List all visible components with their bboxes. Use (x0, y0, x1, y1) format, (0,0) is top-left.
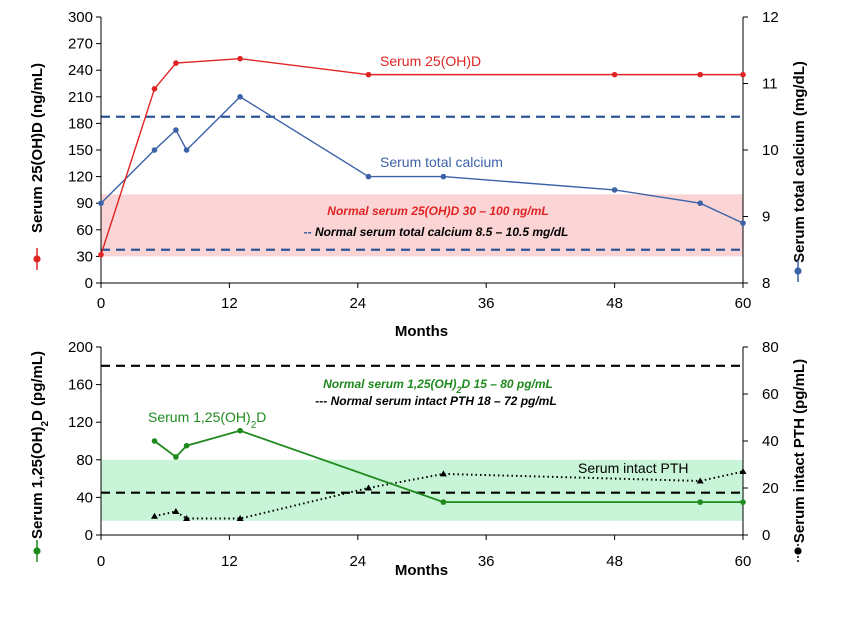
point-25ohd (173, 60, 179, 66)
point-25ohd (151, 86, 158, 92)
note-normal-calcium: -- Normal serum total calcium 8.5 – 10.5… (304, 225, 569, 239)
point-125ohd (740, 499, 746, 505)
point-calcium (440, 173, 447, 180)
point-pth (172, 508, 180, 514)
y-tick-label-right: 0 (762, 527, 770, 544)
y-tick-label-left: 0 (85, 527, 93, 544)
point-calcium (98, 200, 104, 206)
y-tick-label-left: 0 (85, 275, 93, 292)
point-25ohd (98, 251, 104, 258)
x-tick-label: 36 (478, 295, 495, 312)
point-pth (439, 470, 447, 477)
x-tick-label: 24 (349, 553, 366, 570)
series-label-pth: Serum intact PTH (578, 460, 688, 476)
point-25ohd (611, 71, 618, 78)
point-pth (365, 484, 372, 491)
series-label-calcium: Serum total calcium (380, 154, 503, 170)
x-tick-label: 36 (478, 553, 495, 570)
y-tick-label-left: 30 (76, 248, 93, 265)
point-calcium (173, 127, 179, 133)
point-calcium (237, 94, 243, 100)
y-tick-label-left: 210 (68, 89, 93, 106)
x-tick-label: 12 (221, 553, 238, 570)
x-tick-label: 0 (97, 295, 105, 312)
point-pth (151, 512, 158, 519)
point-pth (696, 477, 704, 484)
point-25ohd (365, 71, 372, 78)
y-axis-title-left: Serum 25(OH)D (ng/mL) (29, 63, 46, 233)
x-tick-label: 48 (606, 553, 623, 570)
panel-bottom: 0 40 80 120 160 200 0 20 40 60 80 0 12 24 36 48 60 Months… (29, 339, 808, 579)
y-tick-label-right: 11 (762, 76, 778, 93)
x-tick-label: 0 (97, 553, 105, 570)
x-tick-label: 24 (349, 295, 366, 312)
point-calcium (365, 173, 372, 180)
legend-marker-pth (794, 547, 802, 555)
x-tick-label: 60 (735, 553, 752, 570)
y-tick-label-left: 60 (76, 222, 93, 239)
x-tick-label: 60 (735, 295, 752, 312)
point-25ohd (237, 55, 243, 62)
series-label-125ohd: Serum 1,25(OH)2D (148, 409, 266, 431)
point-calcium (740, 220, 746, 226)
point-125ohd (237, 427, 243, 434)
point-25ohd (697, 71, 703, 78)
y-tick-label-left: 90 (76, 195, 93, 212)
normal-band-25ohd (101, 194, 743, 257)
point-calcium (151, 147, 158, 153)
y-axis-title-right: Serum intact PTH (pg/mL) (791, 359, 808, 543)
series-line-pth (154, 470, 744, 520)
y-tick-label-left: 180 (68, 115, 93, 132)
y-tick-label-left: 150 (68, 142, 93, 159)
legend-marker-125ohd (33, 547, 41, 555)
note-normal-25ohd: Normal serum 25(OH)D 30 – 100 ng/mL (327, 204, 548, 218)
legend-marker-calcium (794, 267, 802, 275)
y-tick-label-left: 240 (68, 62, 93, 79)
y-tick-label-left: 200 (68, 339, 93, 356)
y-tick-label-right: 20 (762, 480, 779, 497)
point-125ohd (183, 442, 190, 449)
series-label-25ohd: Serum 25(OH)D (380, 53, 481, 69)
y-axis-title-left: Serum 1,25(OH)2D (pg/mL) (29, 351, 51, 539)
point-125ohd (173, 454, 179, 460)
point-pth (236, 515, 244, 522)
y-tick-label-right: 10 (762, 142, 779, 159)
point-pth (739, 468, 747, 475)
y-tick-label-left: 80 (76, 452, 93, 469)
point-calcium (183, 147, 190, 153)
x-axis-title: Months (395, 323, 448, 340)
y-tick-label-right: 8 (762, 275, 770, 292)
y-tick-label-right: 60 (762, 386, 779, 403)
y-axis-title-right: Serum total calcium (mg/dL) (791, 61, 808, 263)
legend-marker-25ohd (33, 255, 41, 263)
y-tick-label-right: 9 (762, 209, 770, 226)
series-line-calcium (100, 95, 744, 224)
y-tick-label-left: 160 (68, 377, 93, 394)
point-125ohd (440, 499, 447, 505)
y-tick-label-left: 120 (68, 414, 93, 431)
point-125ohd (697, 499, 703, 505)
y-tick-label-left: 270 (68, 36, 93, 53)
point-calcium (611, 187, 618, 193)
y-tick-label-left: 120 (68, 169, 93, 186)
y-tick-label-right: 12 (762, 9, 779, 26)
y-tick-label-left: 40 (76, 489, 93, 506)
point-pth (183, 515, 191, 522)
note-normal-pth: --- Normal serum intact PTH 18 – 72 pg/m… (315, 394, 556, 408)
series-line-25ohd (100, 57, 743, 255)
y-tick-label-left: 300 (68, 9, 93, 26)
x-tick-label: 12 (221, 295, 238, 312)
x-tick-label: 48 (606, 295, 623, 312)
normal-band-125ohd (101, 459, 743, 521)
y-tick-label-right: 40 (762, 433, 779, 450)
x-axis-title: Months (395, 562, 448, 579)
point-125ohd (151, 438, 158, 444)
note-normal-125ohd: Normal serum 1,25(OH)2D 15 – 80 pg/mL (323, 377, 553, 395)
point-calcium (697, 200, 703, 206)
y-tick-label-right: 80 (762, 339, 779, 356)
point-25ohd (740, 71, 746, 78)
